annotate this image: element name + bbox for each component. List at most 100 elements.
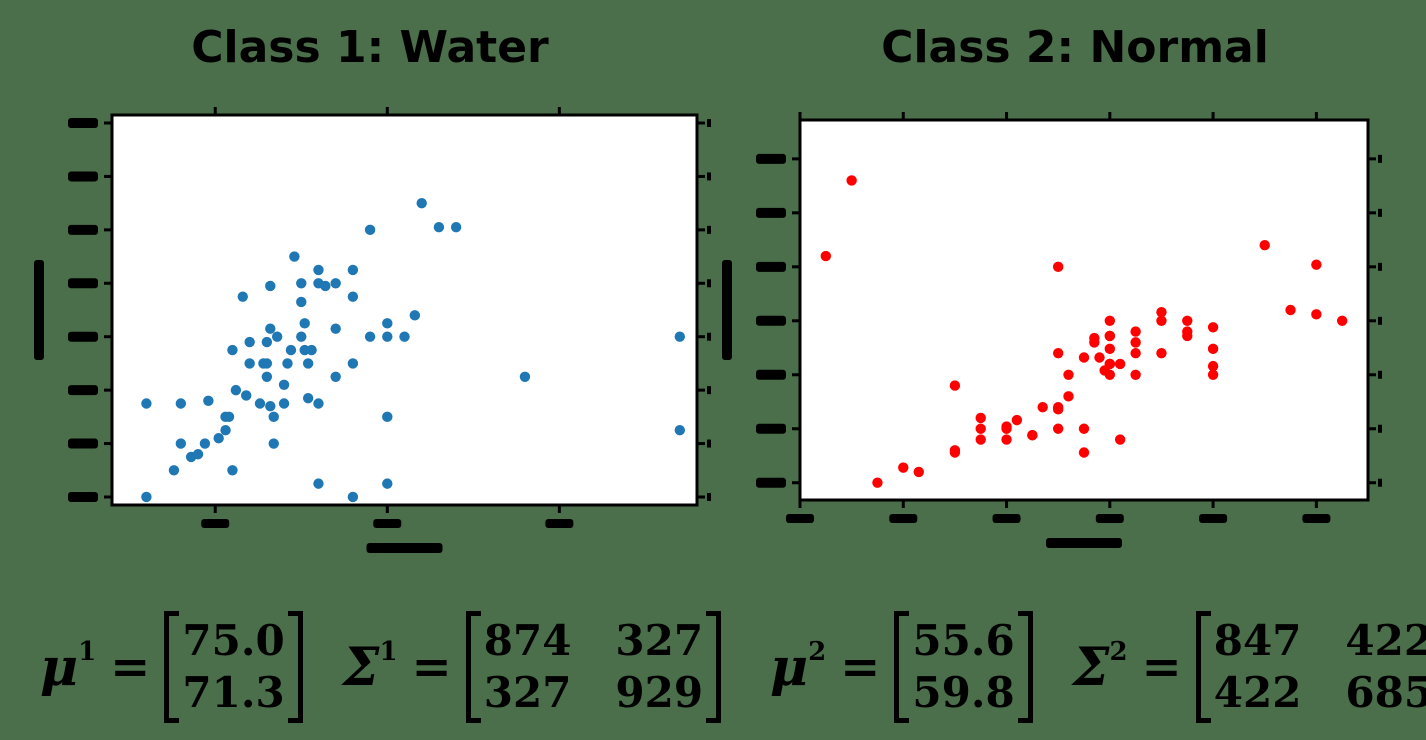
cov-1-01: 327 — [615, 616, 704, 665]
y-tick-label-right — [707, 439, 711, 448]
data-point — [320, 280, 331, 292]
data-point — [289, 251, 300, 262]
data-point — [254, 398, 266, 409]
data-point — [1130, 337, 1141, 348]
data-point — [330, 371, 341, 382]
data-point — [1052, 261, 1064, 273]
mean-vector-1: 75.0 71.3 — [164, 611, 303, 723]
data-point — [1207, 343, 1219, 355]
y-tick-label-right — [1378, 424, 1382, 433]
y-tick-label — [756, 153, 786, 164]
data-point — [975, 434, 986, 445]
data-point — [168, 465, 180, 476]
data-point — [230, 384, 242, 396]
data-point — [1259, 240, 1270, 251]
data-point — [306, 344, 317, 356]
y-tick-label — [756, 477, 786, 488]
data-point — [296, 278, 307, 289]
data-point — [1207, 369, 1219, 380]
data-point — [1104, 343, 1116, 355]
data-point — [1311, 309, 1322, 320]
plot-area-1 — [110, 113, 699, 507]
data-point — [1207, 360, 1219, 372]
data-point — [175, 398, 187, 409]
y-tick-label — [68, 385, 98, 396]
mean-vector-2: 55.6 59.8 — [894, 611, 1033, 723]
x-tick-label — [1199, 514, 1228, 523]
x-tick-label — [1302, 514, 1331, 523]
equals-sign: = — [110, 639, 151, 695]
x-tick-label — [373, 519, 402, 528]
data-point — [1052, 401, 1064, 413]
data-point — [1285, 304, 1296, 316]
data-point — [1114, 358, 1126, 370]
data-point — [330, 278, 341, 289]
x-tick-label — [545, 519, 574, 528]
data-point — [364, 331, 376, 342]
data-point — [1104, 369, 1116, 380]
data-point — [364, 224, 376, 236]
data-point — [382, 331, 393, 342]
y-tick-label-right — [707, 172, 711, 181]
data-point — [265, 400, 276, 412]
data-point — [268, 438, 279, 449]
chart-title-left: Class 1: Water — [191, 22, 549, 73]
data-point — [1156, 347, 1167, 359]
cov-2-10: 422 — [1213, 668, 1302, 717]
data-point — [399, 331, 410, 342]
data-point — [347, 291, 359, 302]
cov-1-00: 874 — [483, 616, 572, 665]
data-point — [244, 358, 255, 369]
y-tick-label-right — [707, 119, 711, 128]
data-point — [674, 425, 685, 436]
data-point — [1094, 352, 1105, 363]
data-point — [330, 323, 341, 334]
data-point — [265, 323, 276, 334]
covariance-matrix-1: 874 327 327 929 — [465, 611, 722, 723]
cov-2-01: 422 — [1345, 616, 1426, 665]
y-tick-label — [756, 207, 786, 218]
y-tick-label — [68, 491, 98, 502]
data-point — [1311, 259, 1322, 270]
data-point — [872, 477, 883, 488]
data-point — [416, 197, 427, 209]
data-point — [1001, 434, 1012, 445]
mean-1-y: 71.3 — [182, 668, 285, 717]
y-tick-label-right — [707, 225, 711, 234]
covariance-matrix-2: 847 422 422 685 — [1195, 611, 1426, 723]
data-point — [1130, 326, 1141, 337]
data-point — [278, 379, 290, 390]
data-point — [949, 380, 961, 391]
data-point — [244, 336, 255, 348]
data-point — [299, 318, 310, 329]
data-point — [1182, 330, 1193, 342]
data-point — [382, 411, 393, 423]
cov-2-11: 685 — [1345, 668, 1426, 717]
data-point — [296, 296, 307, 308]
data-point — [1027, 430, 1038, 441]
data-point — [192, 449, 204, 460]
data-point — [1104, 358, 1116, 370]
data-point — [1001, 421, 1012, 432]
data-point — [1182, 315, 1193, 326]
x-tick-label — [992, 514, 1021, 523]
data-point — [213, 433, 224, 444]
data-point — [846, 175, 857, 186]
data-point — [1037, 401, 1048, 413]
data-point — [199, 438, 211, 449]
y-tick-label — [756, 369, 786, 380]
data-point — [898, 462, 909, 473]
sigma2-symbol: Σ2 — [1072, 636, 1128, 698]
equals-sign: = — [840, 639, 881, 695]
mean-2-x: 55.6 — [912, 616, 1015, 665]
y-axis-label — [34, 260, 44, 360]
data-point — [220, 425, 231, 436]
mean-1-x: 75.0 — [182, 616, 285, 665]
equals-sign: = — [1141, 639, 1182, 695]
class2-params: μ2 = 55.6 59.8 Σ2 = 847 422 422 685 — [770, 611, 1426, 723]
y-tick-label-right — [707, 492, 711, 501]
y-tick-label — [68, 171, 98, 182]
data-point — [278, 398, 290, 409]
data-point — [265, 280, 276, 292]
data-point — [975, 412, 986, 424]
